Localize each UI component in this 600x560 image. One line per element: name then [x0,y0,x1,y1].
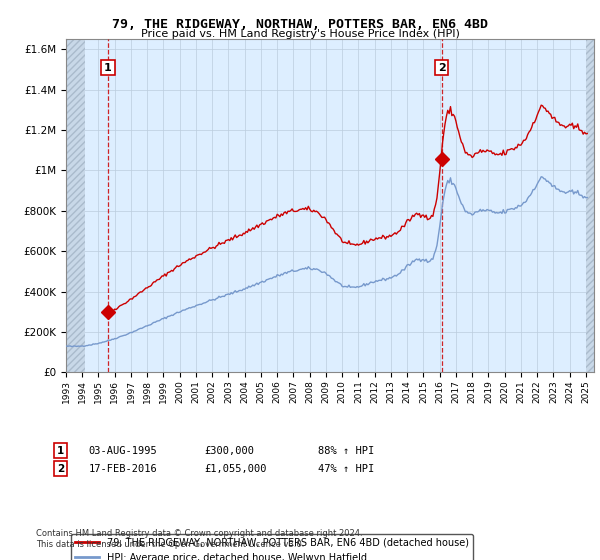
Bar [66,39,85,372]
Text: 2: 2 [57,464,64,474]
Text: 2: 2 [438,63,445,73]
Legend: 79, THE RIDGEWAY, NORTHAW, POTTERS BAR, EN6 4BD (detached house), HPI: Average p: 79, THE RIDGEWAY, NORTHAW, POTTERS BAR, … [71,534,473,560]
Text: 1: 1 [104,63,112,73]
Text: Contains HM Land Registry data © Crown copyright and database right 2024.
This d: Contains HM Land Registry data © Crown c… [36,529,362,549]
Text: 88% ↑ HPI: 88% ↑ HPI [318,446,374,456]
Text: 79, THE RIDGEWAY, NORTHAW, POTTERS BAR, EN6 4BD: 79, THE RIDGEWAY, NORTHAW, POTTERS BAR, … [112,18,488,31]
Text: 17-FEB-2016: 17-FEB-2016 [89,464,158,474]
Text: Price paid vs. HM Land Registry's House Price Index (HPI): Price paid vs. HM Land Registry's House … [140,29,460,39]
Text: 47% ↑ HPI: 47% ↑ HPI [318,464,374,474]
Text: £1,055,000: £1,055,000 [204,464,266,474]
Text: 1: 1 [57,446,64,456]
Text: 03-AUG-1995: 03-AUG-1995 [89,446,158,456]
Text: £300,000: £300,000 [204,446,254,456]
Bar [586,39,594,372]
